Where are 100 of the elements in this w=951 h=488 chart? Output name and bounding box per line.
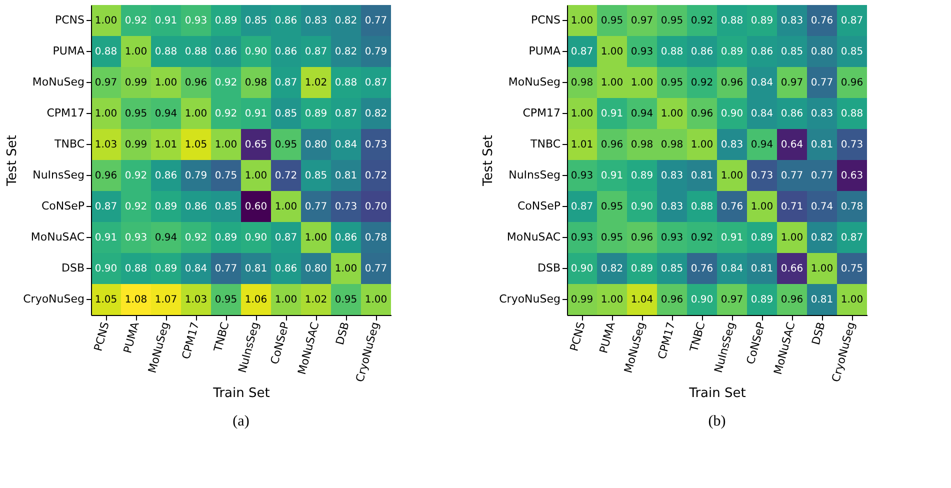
data-label: 0.95 [334, 294, 358, 306]
data-label: 0.86 [780, 108, 804, 120]
data-label: 1.00 [154, 78, 178, 88]
data-label: 0.83 [810, 108, 834, 120]
data-label: 1.00 [600, 294, 624, 306]
y-tick-label: MoNuSAC [506, 230, 561, 244]
y-tick-label: PUMA [528, 44, 561, 58]
data-label: 1.00 [184, 108, 208, 120]
data-label: 0.76 [720, 202, 744, 212]
x-axis-title: Train Set [212, 386, 270, 402]
data-label: 0.89 [750, 16, 774, 26]
data-label: 0.96 [184, 78, 208, 88]
y-tick-label: CoNSeP [41, 200, 85, 212]
data-label: 1.00 [780, 232, 804, 244]
data-label: 0.93 [184, 16, 208, 26]
data-label: 0.84 [750, 78, 774, 88]
data-label: 0.98 [630, 140, 654, 150]
x-axis-title: Train Set [688, 386, 746, 402]
data-label: 0.95 [124, 108, 148, 120]
data-label: 1.00 [720, 170, 744, 182]
y-tick-label: PCNS [54, 14, 85, 26]
data-label: 0.96 [660, 294, 684, 306]
data-label: 0.88 [690, 202, 714, 212]
data-label: 0.89 [154, 202, 178, 212]
data-label: 0.87 [364, 78, 388, 88]
data-label: 0.89 [630, 170, 654, 182]
data-label: 0.73 [334, 202, 358, 212]
data-label: 0.81 [810, 140, 834, 150]
data-label: 0.90 [244, 46, 268, 58]
data-label: 0.66 [780, 264, 804, 274]
text: (a) [232, 414, 250, 430]
data-label: 0.77 [364, 16, 388, 26]
y-tick-label: CPM17 [46, 106, 84, 120]
data-label: 0.93 [124, 232, 148, 244]
data-label: 0.90 [94, 264, 118, 274]
data-label: 1.03 [184, 294, 208, 306]
data-label: 0.90 [690, 294, 714, 306]
data-label: 0.91 [600, 108, 624, 120]
data-label: 1.00 [660, 108, 684, 120]
data-label: 0.84 [184, 264, 208, 274]
x-tick-label: TNBC [687, 320, 708, 354]
data-label: 1.01 [154, 140, 178, 150]
data-label: 1.02 [304, 78, 328, 88]
data-label: 0.92 [214, 78, 238, 88]
data-label: 0.88 [124, 264, 148, 274]
data-label: 0.92 [184, 232, 208, 244]
y-tick-label: PUMA [52, 44, 85, 58]
data-label: 1.00 [304, 232, 328, 244]
y-axis-title: Test Set [481, 134, 496, 188]
y-tick-label: NuInsSeg [508, 168, 560, 182]
data-label: 1.00 [840, 294, 864, 306]
data-label: 0.95 [274, 140, 298, 150]
data-label: 0.75 [214, 170, 238, 182]
y-tick-label: CryoNuSeg [499, 292, 560, 306]
data-label: 0.72 [274, 170, 298, 182]
data-label: 0.78 [364, 232, 388, 244]
data-label: 0.80 [304, 140, 328, 150]
data-label: 0.90 [630, 202, 654, 212]
data-label: 1.00 [570, 16, 594, 26]
data-label: 0.97 [780, 78, 804, 88]
data-label: 0.81 [810, 294, 834, 306]
data-label: 1.00 [364, 294, 388, 306]
y-tick-label: CryoNuSeg [23, 292, 84, 306]
data-label: 0.89 [630, 264, 654, 274]
x-tick-label: PCNS [92, 320, 112, 353]
data-label: 1.00 [124, 46, 148, 58]
data-label: 0.99 [570, 294, 594, 306]
data-label: 1.00 [810, 264, 834, 274]
data-label: 0.99 [124, 140, 148, 150]
data-label: 0.96 [780, 294, 804, 306]
data-label: 1.00 [570, 108, 594, 120]
data-label: 0.83 [660, 202, 684, 212]
data-label: 1.00 [600, 78, 624, 88]
x-tick-label: CoNSeP [268, 320, 292, 366]
data-label: 0.88 [184, 46, 208, 58]
data-label: 0.73 [750, 170, 774, 182]
data-label: 0.82 [600, 264, 624, 274]
data-label: 0.85 [304, 170, 328, 182]
data-label: 0.95 [600, 202, 624, 212]
data-label: 0.74 [810, 202, 834, 212]
data-label: 0.89 [214, 16, 238, 26]
data-label: 0.92 [690, 232, 714, 244]
data-label: 0.80 [810, 46, 834, 58]
y-tick-label: TNBC [54, 138, 85, 150]
data-label: 0.97 [630, 16, 654, 26]
data-label: 0.77 [810, 78, 834, 88]
data-label: 0.89 [154, 264, 178, 274]
data-label: 0.93 [660, 232, 684, 244]
data-label: 0.85 [780, 46, 804, 58]
data-label: 0.86 [214, 46, 238, 58]
data-label: 0.94 [750, 140, 774, 150]
data-label: 0.95 [660, 78, 684, 88]
data-label: 0.77 [214, 264, 238, 274]
data-label: 0.97 [94, 78, 118, 88]
y-tick-label: MoNuSeg [508, 76, 560, 88]
x-tick-label: CPM17 [179, 320, 202, 361]
data-label: 1.00 [690, 140, 714, 150]
data-label: 0.63 [840, 170, 864, 182]
data-label: 0.87 [840, 232, 864, 244]
data-label: 0.83 [660, 170, 684, 182]
